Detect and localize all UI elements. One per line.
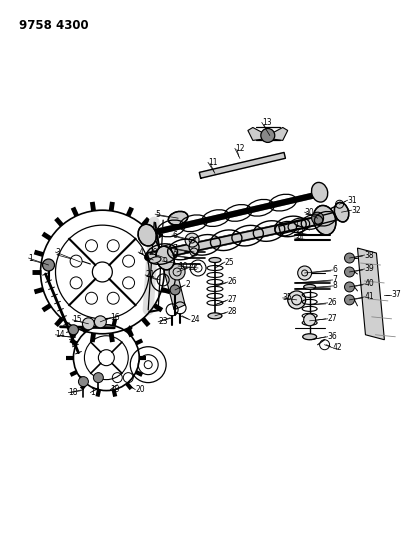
Circle shape: [311, 212, 323, 224]
Circle shape: [86, 240, 98, 252]
Text: 25: 25: [225, 257, 234, 266]
Circle shape: [344, 253, 354, 263]
Text: 15: 15: [73, 316, 82, 324]
Circle shape: [288, 291, 306, 309]
Text: 35: 35: [283, 293, 293, 302]
Text: 1: 1: [28, 254, 33, 263]
Text: 16: 16: [110, 313, 120, 322]
Text: 42: 42: [332, 343, 342, 352]
Text: 24: 24: [190, 316, 200, 324]
Circle shape: [185, 233, 199, 247]
Text: 5: 5: [155, 209, 160, 219]
Circle shape: [170, 285, 180, 295]
Circle shape: [82, 318, 94, 330]
Text: 27: 27: [328, 314, 337, 324]
Circle shape: [42, 259, 54, 271]
Text: 20: 20: [135, 385, 145, 394]
Ellipse shape: [303, 334, 317, 340]
Text: 17: 17: [90, 388, 100, 397]
Polygon shape: [147, 216, 321, 261]
Text: 9: 9: [162, 256, 167, 265]
Text: 2: 2: [185, 280, 190, 289]
Text: 32: 32: [351, 206, 361, 215]
Text: 26: 26: [228, 278, 238, 286]
Ellipse shape: [169, 212, 188, 225]
Circle shape: [70, 277, 82, 289]
Text: 11: 11: [295, 220, 304, 229]
Text: 19: 19: [110, 385, 120, 394]
Circle shape: [86, 292, 98, 304]
Ellipse shape: [334, 203, 349, 222]
Text: 7: 7: [332, 276, 337, 285]
Text: 33: 33: [295, 228, 304, 237]
Ellipse shape: [149, 257, 161, 263]
Text: 41: 41: [365, 293, 374, 301]
Circle shape: [94, 373, 103, 383]
Text: 12: 12: [235, 144, 244, 153]
Polygon shape: [279, 211, 340, 234]
Text: 36: 36: [328, 332, 337, 341]
Circle shape: [304, 314, 316, 326]
Text: 38: 38: [365, 251, 374, 260]
Circle shape: [78, 377, 89, 386]
Text: 37: 37: [391, 290, 401, 300]
Text: 6: 6: [332, 265, 337, 274]
Text: 40: 40: [365, 279, 374, 288]
Circle shape: [123, 277, 135, 289]
Ellipse shape: [313, 205, 336, 235]
Text: 23: 23: [158, 317, 168, 326]
Text: 22: 22: [188, 263, 198, 272]
Text: 10: 10: [178, 262, 188, 271]
Polygon shape: [358, 248, 384, 340]
Circle shape: [70, 255, 82, 267]
Circle shape: [169, 264, 185, 280]
Circle shape: [123, 255, 135, 267]
Circle shape: [94, 316, 106, 328]
Text: 9758 4300: 9758 4300: [19, 19, 88, 32]
Text: 34: 34: [295, 233, 304, 243]
Text: 39: 39: [365, 264, 374, 273]
Text: 21: 21: [145, 270, 154, 279]
Polygon shape: [268, 127, 288, 140]
Circle shape: [261, 128, 275, 142]
Text: 7: 7: [172, 244, 177, 253]
Circle shape: [68, 325, 78, 335]
Ellipse shape: [304, 285, 316, 289]
Text: 11: 11: [208, 158, 218, 167]
Circle shape: [298, 266, 311, 280]
Text: 3: 3: [56, 247, 61, 256]
Text: 18: 18: [68, 388, 78, 397]
Polygon shape: [199, 152, 286, 178]
Circle shape: [190, 248, 198, 256]
Circle shape: [344, 267, 354, 277]
Text: 26: 26: [328, 298, 337, 308]
Ellipse shape: [138, 224, 156, 246]
Text: 6: 6: [172, 231, 177, 240]
Text: 29: 29: [148, 247, 158, 256]
Circle shape: [344, 282, 354, 292]
Text: 4: 4: [138, 247, 143, 256]
Circle shape: [107, 240, 119, 252]
Text: 14: 14: [56, 330, 65, 340]
Circle shape: [107, 292, 119, 304]
Polygon shape: [158, 244, 185, 310]
Text: 28: 28: [228, 308, 237, 317]
Text: 8: 8: [332, 281, 337, 290]
Polygon shape: [248, 127, 268, 140]
Ellipse shape: [311, 182, 328, 202]
Ellipse shape: [208, 313, 222, 319]
Text: 13: 13: [262, 118, 272, 127]
Ellipse shape: [156, 246, 174, 270]
Text: 8: 8: [172, 251, 177, 260]
Text: 27: 27: [228, 295, 238, 304]
Text: 30: 30: [304, 208, 314, 217]
Circle shape: [344, 295, 354, 305]
Text: 31: 31: [347, 196, 357, 205]
Ellipse shape: [209, 257, 221, 263]
